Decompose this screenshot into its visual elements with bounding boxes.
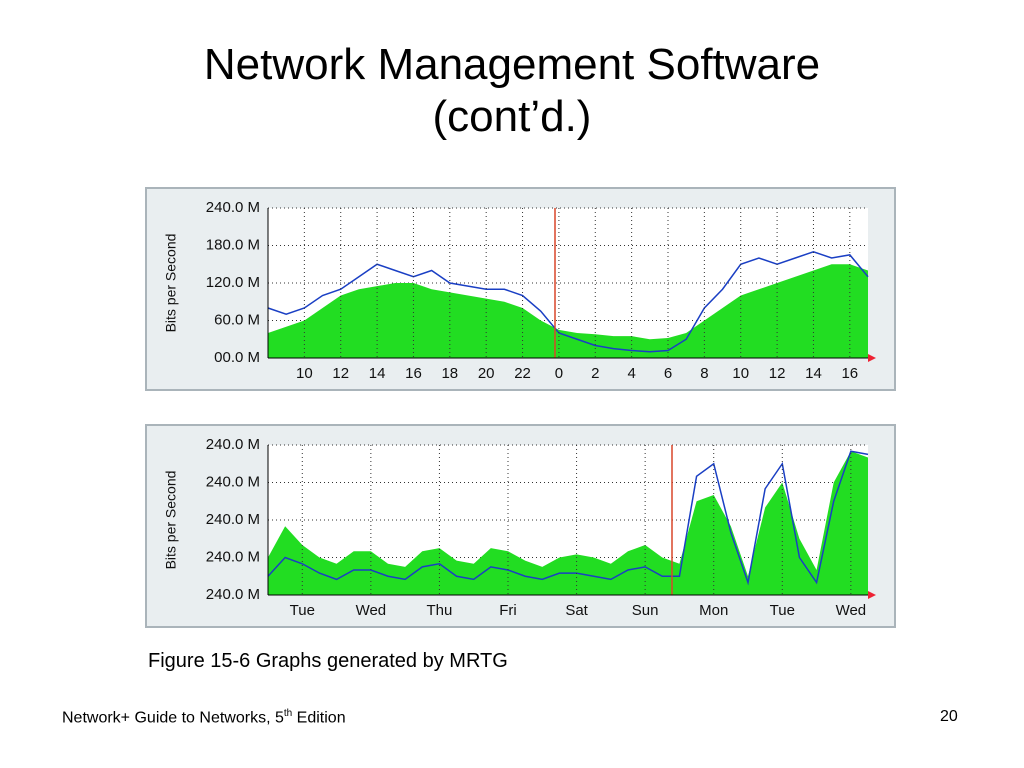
y-tick-label: 240.0 M	[206, 473, 260, 490]
x-tick-label: 22	[514, 365, 531, 382]
slide-title: Network Management Software	[203, 40, 821, 89]
footer-text: Edition	[292, 709, 346, 727]
page-number: 20	[940, 708, 958, 725]
x-tick-label: 4	[627, 365, 635, 382]
y-tick-label: 120.0 M	[206, 274, 260, 291]
x-tick-label: Thu	[426, 602, 452, 619]
y-tick-label: 240.0 M	[206, 199, 260, 216]
x-tick-label: 12	[769, 365, 786, 382]
x-tick-label: 10	[296, 365, 313, 382]
x-tick-label: Fri	[499, 602, 517, 619]
x-tick-label: Tue	[290, 602, 315, 619]
footer: Network+ Guide to Networks, 5th Edition	[62, 708, 346, 727]
x-tick-label: Wed	[356, 602, 387, 619]
y-tick-label: 240.0 M	[206, 586, 260, 603]
axis-arrow	[868, 354, 876, 362]
line	[267, 250, 869, 353]
x-tick-label: 10	[732, 365, 749, 382]
line	[267, 450, 869, 586]
x-tick-label: Wed	[836, 602, 867, 619]
x-tick-label: 20	[478, 365, 495, 382]
x-tick-label: 0	[555, 365, 563, 382]
x-tick-label: 16	[405, 365, 422, 382]
x-tick-label: Tue	[770, 602, 795, 619]
x-tick-label: 14	[805, 365, 822, 382]
x-tick-label: 6	[664, 365, 672, 382]
slide-title: (cont’d.)	[432, 92, 592, 141]
y-tick-label: 180.0 M	[206, 236, 260, 253]
x-tick-label: Sun	[632, 602, 659, 619]
x-tick-label: 8	[700, 365, 708, 382]
footer-sup: th	[283, 708, 293, 719]
footer-text: Network+ Guide to Networks, 5	[62, 709, 284, 727]
y-axis-label: Bits per Second	[163, 234, 179, 333]
x-tick-label: Sat	[565, 602, 588, 619]
area	[268, 264, 868, 358]
x-tick-label: 2	[591, 365, 599, 382]
y-axis-label: Bits per Second	[163, 471, 179, 570]
caption: Figure 15-6 Graphs generated by MRTG	[148, 650, 508, 672]
y-tick-label: 00.0 M	[214, 349, 260, 366]
y-tick-label: 240.0 M	[206, 436, 260, 453]
x-tick-label: 12	[332, 365, 349, 382]
axis-arrow	[868, 591, 876, 599]
y-tick-label: 240.0 M	[206, 511, 260, 528]
x-tick-label: Mon	[699, 602, 728, 619]
x-tick-label: 18	[441, 365, 458, 382]
x-tick-label: 14	[369, 365, 386, 382]
y-tick-label: 240.0 M	[206, 548, 260, 565]
x-tick-label: 16	[841, 365, 858, 382]
y-tick-label: 60.0 M	[214, 311, 260, 328]
area	[268, 451, 868, 595]
